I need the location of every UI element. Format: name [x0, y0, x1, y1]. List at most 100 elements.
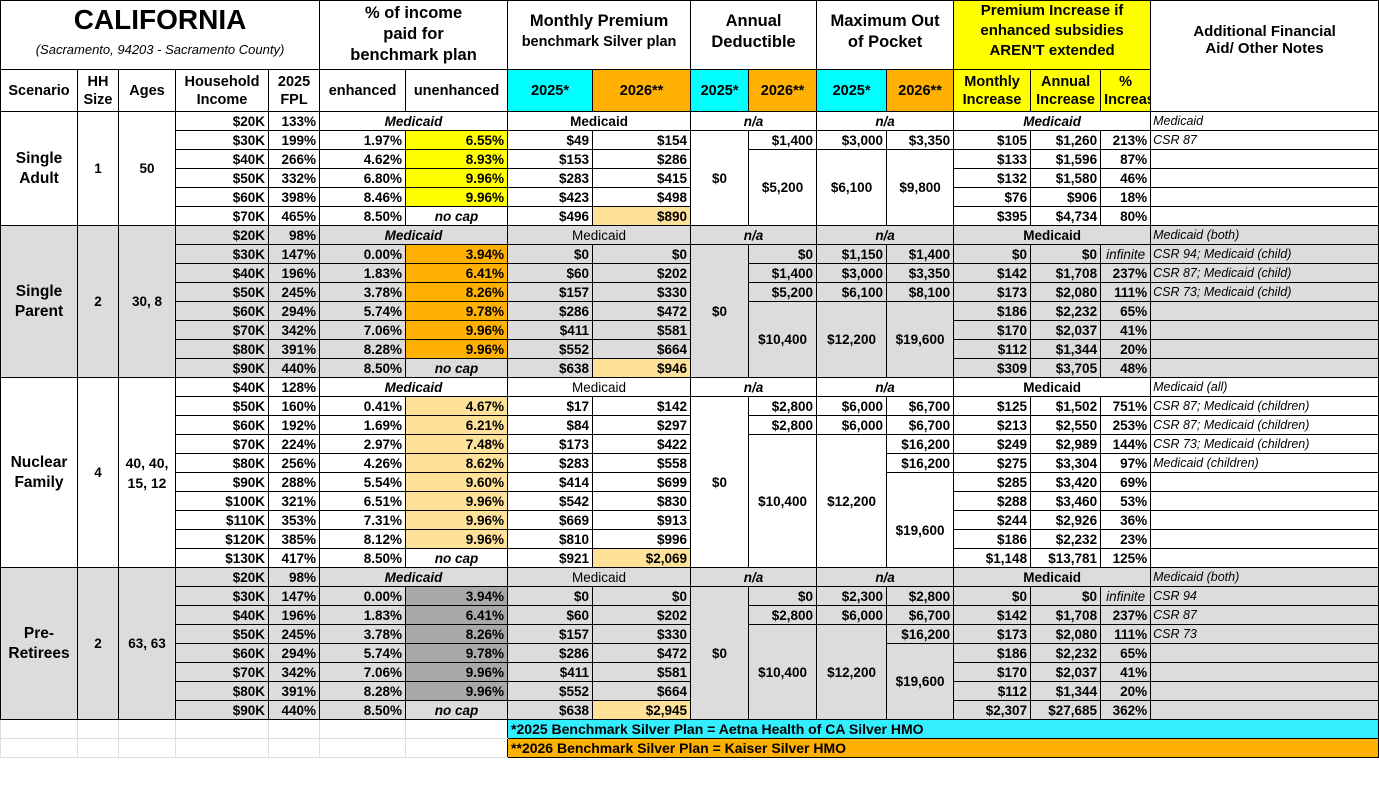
unenhanced-cell: no cap: [405, 206, 509, 226]
header-max-oop: Maximum Out of Pocket: [816, 0, 955, 70]
premium-2025-cell: $157: [507, 282, 594, 302]
fpl-cell: 266%: [267, 149, 321, 169]
premium-2026-cell: $664: [592, 339, 692, 359]
monthly-increase-cell: $186: [953, 301, 1032, 321]
pct-increase-cell: 48%: [1100, 358, 1152, 378]
oop-2026-cell: $3,350: [886, 263, 955, 283]
header-monthly-premium: Monthly Premium benchmark Silver plan: [507, 0, 692, 70]
scenario-name: Pre-Retirees: [0, 567, 78, 720]
annual-increase-cell: $13,781: [1030, 548, 1102, 568]
annual-increase-cell: $3,705: [1030, 358, 1102, 378]
header-monthly-premium-line1: Monthly Premium: [529, 12, 669, 30]
monthly-increase-cell: $275: [953, 453, 1032, 473]
hh-size: 2: [77, 225, 119, 378]
note-cell: [1150, 491, 1379, 511]
income-cell: $20K: [175, 225, 269, 245]
fpl-cell: 332%: [267, 168, 321, 188]
premium-2025-cell: $423: [507, 187, 594, 207]
scenario-name: Nuclear Family: [0, 377, 78, 568]
oop-2026-cell: $1,400: [886, 244, 955, 264]
enhanced-cell: 7.06%: [319, 662, 407, 682]
blank-cell: [175, 738, 269, 758]
note-cell: [1150, 301, 1379, 321]
fpl-cell: 128%: [267, 377, 321, 397]
unenhanced-cell: 4.67%: [405, 396, 509, 416]
pct-increase-cell: 23%: [1100, 529, 1152, 549]
increase-medicaid-cell: Medicaid: [953, 377, 1152, 397]
fpl-cell: 417%: [267, 548, 321, 568]
premium-2025-cell: $0: [507, 244, 594, 264]
income-cell: $80K: [175, 453, 269, 473]
monthly-increase-cell: $186: [953, 529, 1032, 549]
table-row: $30K 147% 0.00% 3.94% $0 $0 $0 $0 $2,300…: [0, 586, 1379, 720]
note-cell: [1150, 510, 1379, 530]
deductible-2025-cell: $0: [690, 586, 750, 720]
deductible-2026-cell: $0: [748, 244, 818, 264]
subsidy-table: CALIFORNIA (Sacramento, 94203 - Sacramen…: [0, 0, 1379, 758]
monthly-increase-cell: $2,307: [953, 700, 1032, 720]
note-cell: [1150, 358, 1379, 378]
income-cell: $70K: [175, 662, 269, 682]
blank-cell: [118, 738, 176, 758]
unenhanced-cell: 9.96%: [405, 662, 509, 682]
unenhanced-cell: 6.41%: [405, 605, 509, 625]
premium-2026-cell: $330: [592, 282, 692, 302]
note-cell: [1150, 472, 1379, 492]
note-cell: [1150, 320, 1379, 340]
enhanced-cell: 6.80%: [319, 168, 407, 188]
annual-increase-cell: $2,080: [1030, 624, 1102, 644]
enhanced-cell: 1.97%: [319, 130, 407, 150]
unenhanced-cell: 8.93%: [405, 149, 509, 169]
deductible-na-cell: n/a: [690, 225, 818, 245]
monthly-increase-cell: $125: [953, 396, 1032, 416]
note-cell: Medicaid (children): [1150, 453, 1379, 473]
premium-2026-cell: $202: [592, 263, 692, 283]
monthly-increase-cell: $132: [953, 168, 1032, 188]
fpl-cell: 385%: [267, 529, 321, 549]
enhanced-cell: 4.26%: [319, 453, 407, 473]
oop-2025-cell: $6,000: [816, 396, 888, 416]
enhanced-cell: 7.31%: [319, 510, 407, 530]
oop-2026-cell: $19,600: [886, 301, 955, 378]
enhanced-cell: 7.06%: [319, 320, 407, 340]
income-cell: $30K: [175, 244, 269, 264]
note-cell: [1150, 529, 1379, 549]
premium-2025-cell: $60: [507, 263, 594, 283]
table-row: $50K 245% 3.78% 8.26% $157 $330 $5,200 $…: [0, 282, 1379, 302]
income-cell: $110K: [175, 510, 269, 530]
annual-increase-cell: $1,580: [1030, 168, 1102, 188]
enhanced-cell: 8.12%: [319, 529, 407, 549]
note-cell: [1150, 168, 1379, 188]
table-row: $50K 332% 6.80% 9.96% $283 $415 $132 $1,…: [1, 168, 1379, 188]
medicaid-cell: Medicaid: [319, 225, 509, 245]
pct-increase-cell: 362%: [1100, 700, 1152, 720]
table-row: $60K 192% 1.69% 6.21% $84 $297 $2,800 $6…: [1, 415, 1379, 435]
col-enhanced: enhanced: [319, 69, 407, 112]
income-cell: $80K: [175, 339, 269, 359]
medicaid-cell: Medicaid: [319, 111, 509, 131]
deductible-2026-cell: $5,200: [748, 149, 818, 226]
income-cell: $120K: [175, 529, 269, 549]
footnote-2025: *2025 Benchmark Silver Plan = Aetna Heal…: [507, 719, 1379, 739]
oop-2025-cell: $12,200: [816, 301, 888, 378]
note-cell: CSR 87; Medicaid (children): [1150, 396, 1379, 416]
income-cell: $60K: [175, 415, 269, 435]
increase-medicaid-cell: Medicaid: [953, 111, 1152, 131]
monthly-increase-cell: $186: [953, 643, 1032, 663]
enhanced-cell: 1.69%: [319, 415, 407, 435]
footnote-2026: **2026 Benchmark Silver Plan = Kaiser Si…: [507, 738, 1379, 758]
monthly-increase-cell: $0: [953, 244, 1032, 264]
table-row: $60K 398% 8.46% 9.96% $423 $498 $76 $906…: [1, 187, 1379, 207]
col-premium-2026: 2026**: [592, 69, 692, 112]
enhanced-cell: 0.00%: [319, 244, 407, 264]
header-pct-income: % of income paid for benchmark plan: [319, 0, 509, 70]
unenhanced-cell: no cap: [405, 548, 509, 568]
annual-increase-cell: $2,037: [1030, 320, 1102, 340]
fpl-cell: 391%: [267, 681, 321, 701]
oop-2026-cell: $16,200: [886, 624, 955, 644]
unenhanced-cell: 8.26%: [405, 624, 509, 644]
premium-2025-cell: $496: [507, 206, 594, 226]
income-cell: $30K: [175, 130, 269, 150]
annual-increase-cell: $1,596: [1030, 149, 1102, 169]
monthly-increase-cell: $105: [953, 130, 1032, 150]
